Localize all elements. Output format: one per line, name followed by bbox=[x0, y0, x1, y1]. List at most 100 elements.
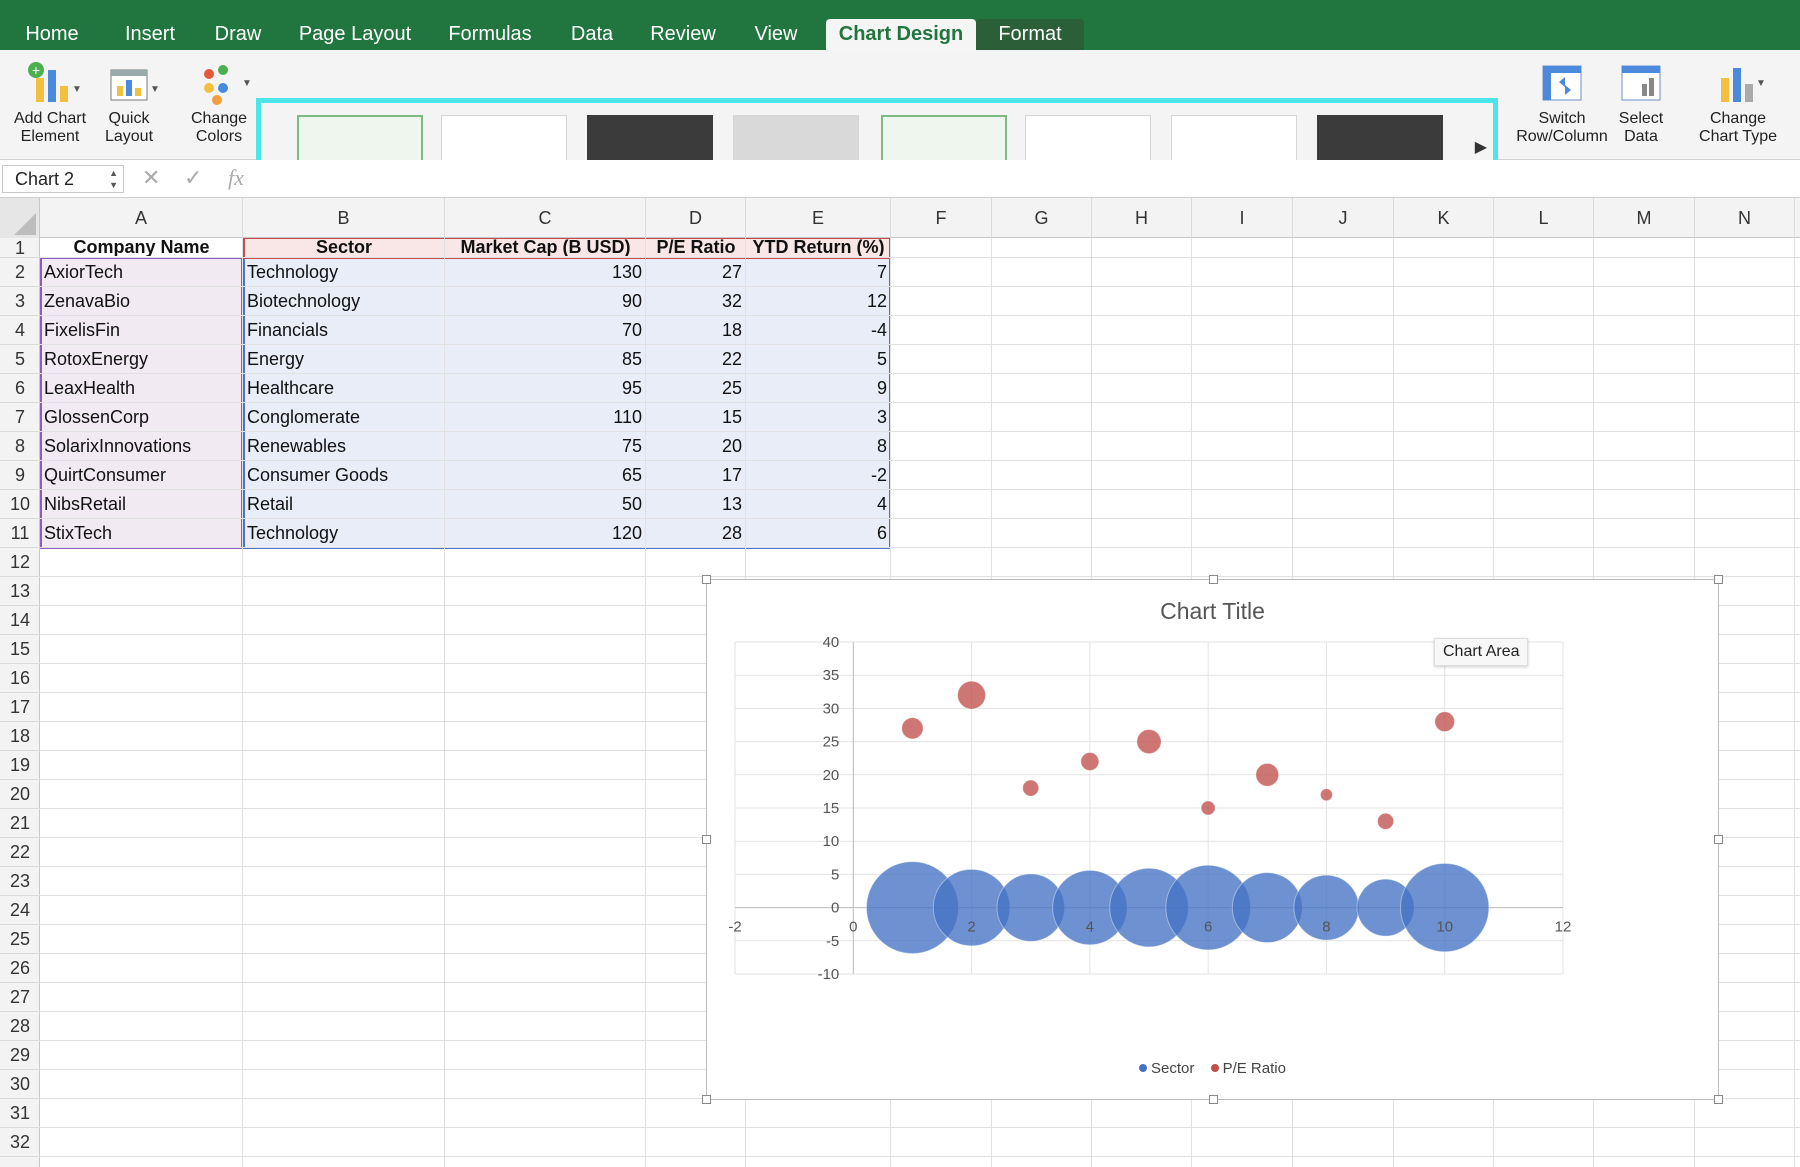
chart-resize-handle[interactable] bbox=[1714, 835, 1723, 844]
bubble-pe-ratio[interactable] bbox=[1434, 711, 1456, 733]
column-header-n[interactable]: N bbox=[1695, 198, 1795, 238]
table-cell[interactable]: LeaxHealth bbox=[44, 378, 136, 398]
table-cell[interactable]: 13 bbox=[721, 494, 742, 514]
legend-item-sector[interactable]: Sector bbox=[1139, 1060, 1194, 1077]
name-box-stepper-icon[interactable]: ▲ ▼ bbox=[109, 168, 118, 190]
table-cell[interactable]: Consumer Goods bbox=[247, 465, 389, 485]
switch-row-column-button[interactable]: Switch Row/Column bbox=[1512, 60, 1612, 146]
row-header-15[interactable]: 15 bbox=[0, 635, 40, 664]
bubble-sector[interactable] bbox=[1400, 862, 1490, 953]
function-icon[interactable]: fx bbox=[228, 165, 244, 190]
bubble-pe-ratio[interactable] bbox=[1255, 762, 1280, 787]
tab-data[interactable]: Data bbox=[570, 23, 614, 45]
column-header-f[interactable]: F bbox=[891, 198, 992, 238]
table-cell[interactable]: AxiorTech bbox=[44, 262, 124, 282]
table-cell[interactable]: 85 bbox=[621, 349, 642, 369]
table-cell[interactable]: 90 bbox=[621, 291, 642, 311]
chart-resize-handle[interactable] bbox=[702, 835, 711, 844]
chart-resize-handle[interactable] bbox=[702, 575, 711, 584]
plot-area[interactable]: 40 35 30 25 20 15 10 5 0 -5 -10 -2 0 2 4 6 8 10 12 bbox=[707, 580, 1720, 1101]
column-header-j[interactable]: J bbox=[1293, 198, 1394, 238]
bubble-pe-ratio[interactable] bbox=[957, 680, 987, 710]
table-cell[interactable]: 28 bbox=[721, 523, 742, 543]
row-header-26[interactable]: 26 bbox=[0, 954, 40, 983]
column-header-l[interactable]: L bbox=[1494, 198, 1594, 238]
change-chart-type-button[interactable]: Change Chart Type bbox=[1690, 60, 1786, 146]
table-cell[interactable]: Technology bbox=[247, 262, 339, 282]
bubble-pe-ratio[interactable] bbox=[1319, 788, 1333, 802]
bubble-pe-ratio[interactable] bbox=[1136, 728, 1162, 755]
bubble-pe-ratio[interactable] bbox=[901, 717, 924, 740]
bubble-sector[interactable] bbox=[1231, 872, 1303, 944]
table-cell[interactable]: NibsRetail bbox=[44, 494, 127, 514]
table-cell[interactable]: GlossenCorp bbox=[44, 407, 150, 427]
row-header-31[interactable]: 31 bbox=[0, 1099, 40, 1128]
select-data-button[interactable]: Select Data bbox=[1612, 60, 1670, 146]
table-cell[interactable]: 7 bbox=[876, 262, 887, 282]
tab-view[interactable]: View bbox=[754, 23, 798, 45]
table-cell[interactable]: 3 bbox=[876, 407, 887, 427]
quick-layout-caret-icon[interactable]: ▼ bbox=[150, 84, 160, 95]
enter-icon[interactable]: ✓ bbox=[184, 165, 203, 190]
tab-chart-design[interactable]: Chart Design bbox=[826, 19, 976, 50]
table-cell[interactable]: 18 bbox=[721, 320, 742, 340]
table-cell[interactable]: 50 bbox=[621, 494, 642, 514]
row-header-17[interactable]: 17 bbox=[0, 693, 40, 722]
table-cell[interactable]: 65 bbox=[621, 465, 642, 485]
cancel-icon[interactable]: ✕ bbox=[142, 165, 161, 190]
add-chart-element-button[interactable]: + Add Chart Element bbox=[8, 60, 92, 146]
table-cell[interactable]: Retail bbox=[247, 494, 294, 514]
table-cell[interactable]: FixelisFin bbox=[44, 320, 121, 340]
table-cell[interactable]: 4 bbox=[876, 494, 887, 514]
table-cell[interactable]: 110 bbox=[613, 407, 642, 427]
column-header-a[interactable]: A bbox=[40, 198, 243, 238]
row-header-32[interactable]: 32 bbox=[0, 1128, 40, 1157]
row-header-18[interactable]: 18 bbox=[0, 722, 40, 751]
column-header-i[interactable]: I bbox=[1192, 198, 1293, 238]
row-header-10[interactable]: 10 bbox=[0, 490, 40, 519]
table-cell[interactable]: Biotechnology bbox=[247, 291, 361, 311]
change-colors-caret-icon[interactable]: ▼ bbox=[242, 78, 252, 89]
table-cell[interactable]: Renewables bbox=[247, 436, 347, 456]
table-cell[interactable]: -2 bbox=[870, 465, 887, 485]
table-cell[interactable]: 27 bbox=[721, 262, 742, 282]
table-cell[interactable]: 5 bbox=[876, 349, 887, 369]
row-header-25[interactable]: 25 bbox=[0, 925, 40, 954]
row-header-30[interactable]: 30 bbox=[0, 1070, 40, 1099]
change-colors-button[interactable]: Change Colors bbox=[186, 60, 252, 146]
chart-resize-handle[interactable] bbox=[1714, 575, 1723, 584]
table-cell[interactable]: 22 bbox=[721, 349, 742, 369]
table-header-cell[interactable]: Sector bbox=[315, 238, 373, 256]
table-cell[interactable]: 120 bbox=[611, 523, 642, 543]
chart-resize-handle[interactable] bbox=[1209, 575, 1218, 584]
row-header-14[interactable]: 14 bbox=[0, 606, 40, 635]
chart-area[interactable]: Chart Title 40 35 30 25 20 15 10 5 0 -5 -10 -2 0 2 4 6 8… bbox=[702, 575, 1723, 1104]
name-box[interactable]: Chart 2 ▲ ▼ bbox=[2, 165, 124, 193]
table-header-cell[interactable]: YTD Return (%) bbox=[752, 238, 885, 256]
bubble-pe-ratio[interactable] bbox=[1022, 779, 1040, 797]
change-chart-type-caret-icon[interactable]: ▼ bbox=[1756, 78, 1766, 89]
chart-title[interactable]: Chart Title bbox=[1160, 598, 1265, 624]
column-header-b[interactable]: B bbox=[243, 198, 445, 238]
row-header-8[interactable]: 8 bbox=[0, 432, 40, 461]
table-cell[interactable]: Technology bbox=[247, 523, 339, 543]
bubble-pe-ratio[interactable] bbox=[1200, 800, 1216, 816]
chart-legend[interactable]: Sector P/E Ratio bbox=[707, 1060, 1718, 1077]
row-header-28[interactable]: 28 bbox=[0, 1012, 40, 1041]
row-header-5[interactable]: 5 bbox=[0, 345, 40, 374]
chart-resize-handle[interactable] bbox=[1714, 1095, 1723, 1104]
table-cell[interactable]: 130 bbox=[611, 262, 642, 282]
select-all-corner[interactable] bbox=[0, 198, 40, 238]
row-header-23[interactable]: 23 bbox=[0, 867, 40, 896]
table-cell[interactable]: 15 bbox=[721, 407, 742, 427]
row-header-4[interactable]: 4 bbox=[0, 316, 40, 345]
row-header-20[interactable]: 20 bbox=[0, 780, 40, 809]
row-header-29[interactable]: 29 bbox=[0, 1041, 40, 1070]
table-cell[interactable]: 32 bbox=[721, 291, 742, 311]
legend-item-pe-ratio[interactable]: P/E Ratio bbox=[1210, 1060, 1286, 1077]
column-header-k[interactable]: K bbox=[1394, 198, 1494, 238]
column-header-g[interactable]: G bbox=[992, 198, 1092, 238]
row-header-24[interactable]: 24 bbox=[0, 896, 40, 925]
table-cell[interactable]: 8 bbox=[876, 436, 887, 456]
row-header-13[interactable]: 13 bbox=[0, 577, 40, 606]
